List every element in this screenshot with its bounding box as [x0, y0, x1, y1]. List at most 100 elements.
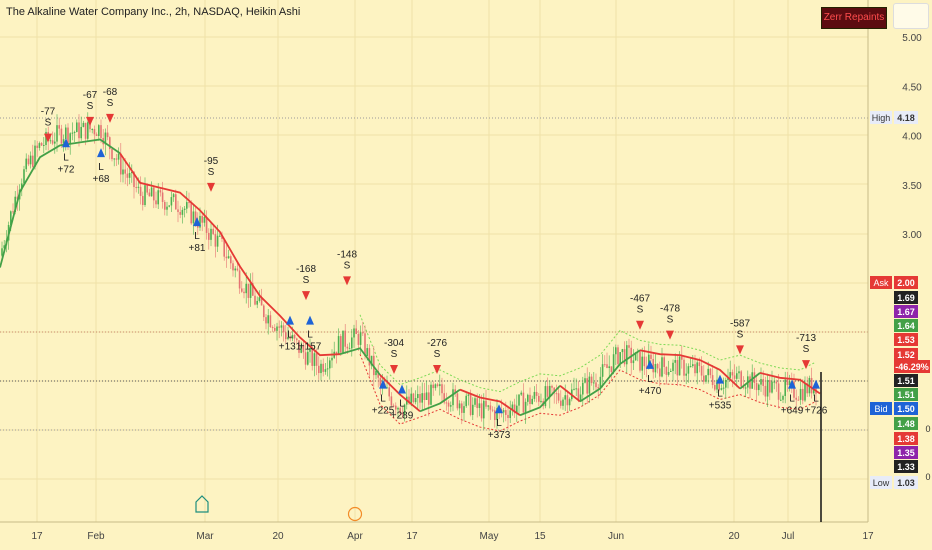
settings-box[interactable] — [893, 3, 929, 29]
candle-body — [318, 365, 320, 374]
candle-body — [619, 352, 621, 364]
candle-body — [797, 399, 800, 401]
candle-body — [755, 382, 758, 391]
candle-body — [751, 372, 753, 389]
signal-value: +470 — [639, 386, 662, 397]
sell-arrow-icon — [302, 291, 310, 301]
candle-body — [278, 326, 280, 328]
candle-body — [577, 388, 580, 401]
candle-body — [617, 347, 619, 364]
candle-body — [445, 402, 448, 404]
candle-body — [331, 357, 333, 361]
candle-body — [170, 197, 173, 206]
signal-value: +68 — [93, 174, 110, 185]
candle-body — [524, 401, 527, 413]
buy-arrow-icon — [97, 148, 105, 158]
candle-body — [225, 256, 228, 259]
price-label-box — [894, 417, 918, 430]
candle-body — [703, 375, 705, 382]
price-axis[interactable]: 5.00 4.50 4.00 3.50 3.00 — [867, 0, 922, 522]
candle-body — [245, 283, 247, 294]
candle-body — [483, 400, 485, 419]
candle-body — [150, 187, 153, 197]
price-label-value: 1.48 — [897, 419, 915, 429]
price-label-value: 4.18 — [897, 113, 915, 123]
price-label-tag — [870, 276, 892, 289]
candle-body — [784, 379, 786, 396]
repaints-badge[interactable]: Zerr Repaints — [821, 7, 887, 29]
candle-body — [439, 384, 441, 387]
candle-body — [340, 336, 342, 353]
candle-body — [355, 328, 357, 334]
candle-body — [725, 380, 727, 388]
price-label-value: 1.03 — [897, 478, 915, 488]
candle-body — [351, 337, 353, 349]
date-axis[interactable]: 17 Feb Mar 20 Apr 17 May 15 Jun 20 Jul 17 — [0, 521, 874, 542]
candle-body — [608, 366, 610, 369]
candle-body — [133, 171, 135, 188]
candle-body — [659, 368, 661, 377]
candle-body — [513, 404, 516, 414]
candle-body — [300, 345, 302, 353]
candle-body — [23, 169, 25, 184]
candle-body — [263, 305, 265, 318]
candle-body — [590, 376, 593, 384]
candle-body — [540, 400, 542, 402]
candle-body — [205, 216, 208, 233]
candle-body — [364, 333, 366, 357]
date-tick-label: Feb — [87, 531, 105, 542]
price-label-tag-text: Ask — [873, 278, 889, 288]
candle-body — [49, 140, 52, 142]
price-label-value: 2.00 — [897, 278, 915, 288]
candle-body — [597, 387, 599, 389]
candle-body — [516, 405, 518, 414]
candle-body — [762, 378, 764, 386]
buy-arrow-icon — [398, 384, 406, 394]
sell-arrow-icon — [390, 365, 398, 375]
candle-body — [1, 248, 3, 256]
candle-body — [579, 394, 582, 401]
date-tick-label: 17 — [31, 531, 43, 542]
candle-body — [265, 317, 267, 324]
trend-line — [639, 349, 741, 390]
candle-body — [27, 158, 30, 165]
candle-body — [329, 360, 331, 369]
candle-body — [417, 393, 419, 399]
lower-band — [359, 353, 817, 432]
candle-body — [410, 393, 412, 404]
signal-type: S — [637, 305, 644, 316]
candle-body — [689, 366, 692, 368]
candle-body — [216, 235, 219, 247]
candle-body — [496, 408, 498, 421]
candle-body — [749, 376, 751, 389]
candle-body — [722, 387, 725, 389]
candle-body — [621, 349, 624, 353]
candle-body — [287, 337, 289, 340]
sell-arrow-icon — [666, 330, 674, 340]
candle-body — [731, 372, 734, 376]
price-label-box — [894, 291, 918, 304]
sell-arrow-icon — [106, 113, 114, 123]
trend-line — [119, 152, 341, 357]
trend-line — [739, 372, 761, 390]
signal-type: L — [287, 330, 293, 341]
candle-body — [98, 125, 100, 136]
candle-body — [694, 364, 696, 374]
candle-body — [738, 371, 740, 374]
candle-body — [38, 143, 41, 148]
signal-type: L — [813, 394, 819, 405]
candle-body — [54, 141, 56, 144]
candle-body — [672, 362, 674, 371]
candle-body — [155, 200, 157, 205]
signal-type: S — [803, 344, 810, 355]
candle-body — [744, 387, 747, 389]
candle-body — [678, 356, 681, 376]
candle-body — [729, 372, 731, 378]
signal-value: -587 — [730, 318, 750, 329]
candle-body — [192, 211, 195, 224]
event-markers[interactable] — [195, 495, 363, 522]
date-tick-label: May — [480, 531, 499, 542]
